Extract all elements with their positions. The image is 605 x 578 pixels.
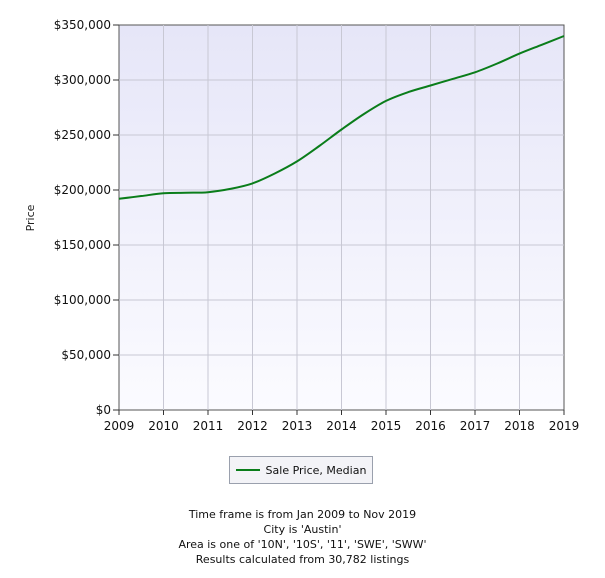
x-tick-label: 2013	[282, 419, 313, 433]
x-tick-label: 2009	[104, 419, 135, 433]
y-tick-label: $350,000	[54, 18, 111, 32]
chart-footer: Time frame is from Jan 2009 to Nov 2019 …	[0, 507, 605, 567]
y-tick-label: $0	[96, 403, 111, 417]
footer-line-listings: Results calculated from 30,782 listings	[195, 553, 410, 566]
legend: Sale Price, Median	[229, 456, 373, 484]
legend-swatch	[235, 469, 260, 471]
x-tick-label: 2019	[549, 419, 580, 433]
y-tick-label: $150,000	[54, 238, 111, 252]
y-tick-label: $200,000	[54, 183, 111, 197]
x-tick-label: 2012	[237, 419, 268, 433]
legend-label: Sale Price, Median	[265, 463, 367, 477]
x-tick-label: 2011	[193, 419, 224, 433]
chart-svg: $0 $50,000 $100,000 $150,000 $200,000 $250,00…	[24, 18, 580, 433]
x-tick-label: 2010	[148, 419, 179, 433]
footer-line-city: City is 'Austin'	[263, 523, 342, 536]
x-tick-label: 2015	[371, 419, 402, 433]
series-line-sale-price-median	[118, 35, 565, 200]
x-tick-label: 2018	[504, 419, 535, 433]
series-lines	[118, 35, 565, 200]
y-tick-label: $100,000	[54, 293, 111, 307]
y-tick-label: $250,000	[54, 128, 111, 142]
footer-line-timeframe: Time frame is from Jan 2009 to Nov 2019	[188, 508, 417, 521]
footer-line-area: Area is one of '10N', '10S', '11', 'SWE'…	[178, 538, 427, 551]
y-axis-title: Price	[24, 204, 37, 231]
grid-lines	[119, 25, 564, 410]
y-tick-label: $300,000	[54, 73, 111, 87]
x-tick-label: 2014	[326, 419, 357, 433]
x-axis: 2009 2010 2011 2012 2013 2014 2015 2016 2017 2018…	[104, 410, 580, 433]
x-tick-label: 2016	[415, 419, 446, 433]
x-tick-label: 2017	[460, 419, 491, 433]
y-axis: $0 $50,000 $100,000 $150,000 $200,000 $250,00…	[54, 18, 119, 417]
y-tick-label: $50,000	[61, 348, 111, 362]
